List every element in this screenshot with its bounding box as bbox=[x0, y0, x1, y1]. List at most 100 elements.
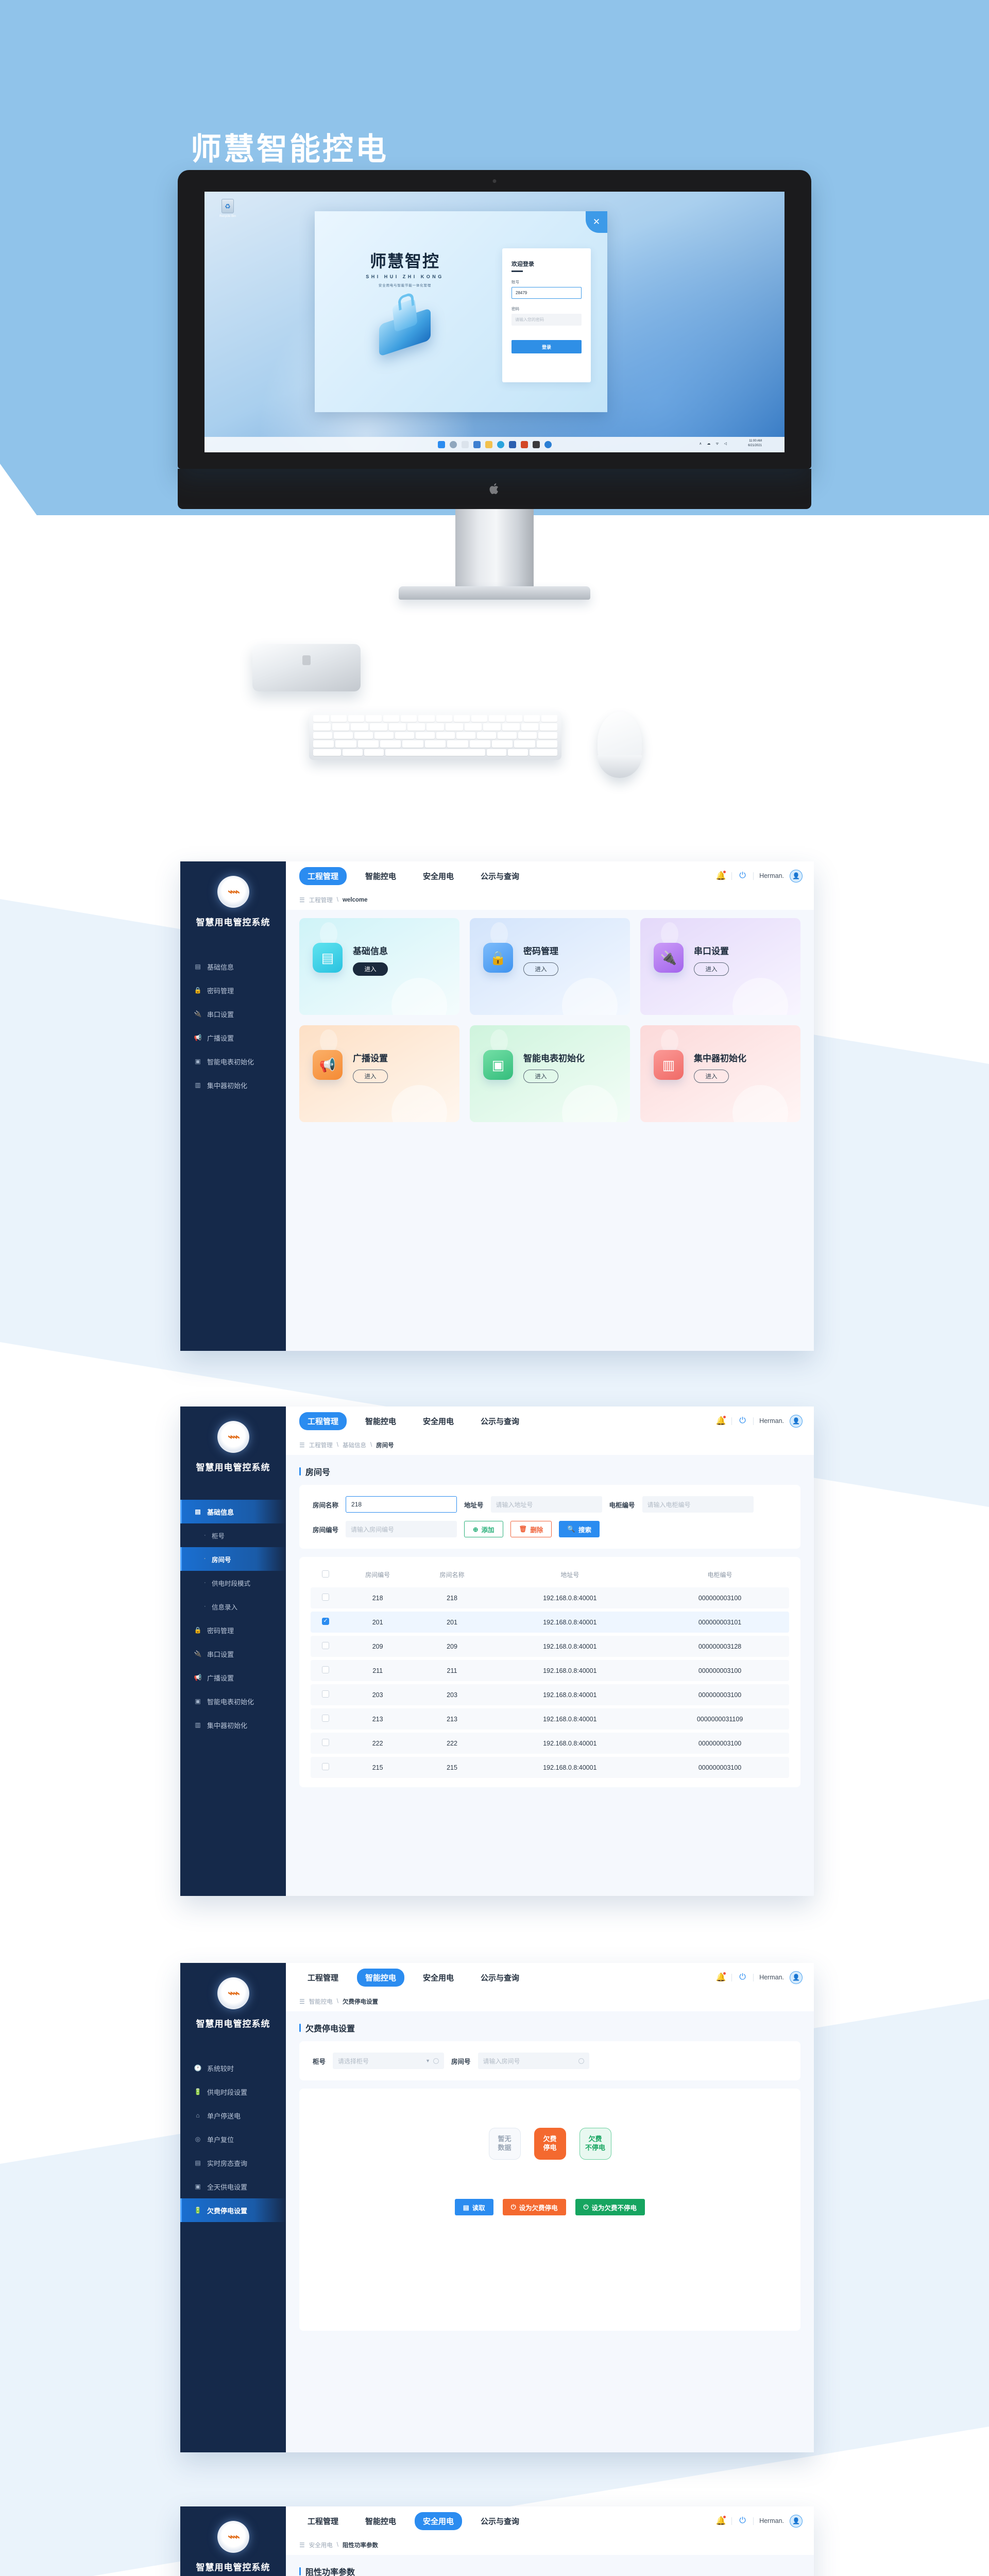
room-name-input[interactable]: 218 bbox=[346, 1496, 457, 1513]
clear-icon[interactable] bbox=[578, 2058, 584, 2064]
bell-icon[interactable]: 🔔 bbox=[716, 1972, 726, 1982]
table-row[interactable]: 215 215 192.168.0.8:40001 000000003100 bbox=[311, 1757, 789, 1778]
bell-icon[interactable]: 🔔 bbox=[716, 870, 726, 881]
sidebar-item-basic-info[interactable]: ▤ 基础信息 bbox=[180, 955, 286, 978]
tab-safe-power[interactable]: 安全用电 bbox=[423, 1417, 454, 1426]
avatar[interactable]: 👤 bbox=[790, 2514, 803, 2528]
card-enter-button[interactable]: 进入 bbox=[353, 962, 388, 976]
breadcrumb-parent[interactable]: 智能控电 bbox=[309, 1999, 333, 2005]
card-meter-init[interactable]: ▣ 智能电表初始化 进入 bbox=[470, 1025, 630, 1122]
sidebar-item-supply-period[interactable]: 🔋 供电时段设置 bbox=[180, 2080, 286, 2104]
row-checkbox[interactable] bbox=[322, 1617, 329, 1625]
tab-publicity-query[interactable]: 公示与查询 bbox=[481, 1417, 520, 1426]
tab-safe-power[interactable]: 安全用电 bbox=[415, 2512, 463, 2530]
password-input[interactable]: 请输入您的密码 bbox=[511, 314, 582, 326]
room-code-input[interactable]: 请输入房间编号 bbox=[346, 1521, 457, 1537]
breadcrumb-parent[interactable]: 安全用电 bbox=[309, 2543, 333, 2549]
sidebar-item-realtime-room-status[interactable]: ▤ 实时房态查询 bbox=[180, 2151, 286, 2175]
bell-icon[interactable]: 🔔 bbox=[716, 1415, 726, 1426]
avatar[interactable]: 👤 bbox=[790, 1971, 803, 1984]
sidebar-item-system-time[interactable]: 🕐 系统较时 bbox=[180, 2056, 286, 2080]
breadcrumb-mid[interactable]: 基础信息 bbox=[342, 1443, 366, 1449]
tab-engineering[interactable]: 工程管理 bbox=[308, 1973, 339, 1982]
sidebar-item-password[interactable]: 🔒 密码管理 bbox=[180, 1618, 286, 1642]
row-checkbox[interactable] bbox=[322, 1739, 329, 1746]
power-icon[interactable]: ⏻ bbox=[739, 2516, 746, 2525]
menu-icon[interactable]: ☰ bbox=[299, 2541, 305, 2549]
account-input[interactable]: 28479 bbox=[511, 287, 582, 299]
tab-smart-control[interactable]: 智能控电 bbox=[365, 1417, 397, 1426]
start-icon[interactable] bbox=[437, 441, 445, 448]
sidebar-item-broadcast[interactable]: 📢 广播设置 bbox=[180, 1666, 286, 1689]
card-broadcast[interactable]: 📢 广播设置 进入 bbox=[299, 1025, 459, 1122]
table-row[interactable]: 213 213 192.168.0.8:40001 0000000031109 bbox=[311, 1708, 789, 1730]
card-serial-port[interactable]: 🔌 串口设置 进入 bbox=[640, 918, 800, 1015]
explorer-icon[interactable] bbox=[485, 441, 492, 448]
table-row[interactable]: 203 203 192.168.0.8:40001 000000003100 bbox=[311, 1684, 789, 1705]
power-icon[interactable]: ⏻ bbox=[739, 871, 746, 880]
tab-publicity-query[interactable]: 公示与查询 bbox=[481, 872, 520, 881]
sidebar-item-arrears-settings[interactable]: 🔋 欠费停电设置 bbox=[180, 2198, 286, 2222]
table-row[interactable]: 211 211 192.168.0.8:40001 000000003100 bbox=[311, 1660, 789, 1681]
address-input[interactable]: 请输入地址号 bbox=[490, 1496, 602, 1513]
sidebar-item-supply-period-mode[interactable]: · 供电时段模式 bbox=[180, 1571, 286, 1595]
select-all-header[interactable] bbox=[311, 1563, 340, 1584]
table-row[interactable]: 209 209 192.168.0.8:40001 000000003128 bbox=[311, 1636, 789, 1657]
table-row[interactable]: 218 218 192.168.0.8:40001 000000003100 bbox=[311, 1587, 789, 1608]
card-concentrator-init[interactable]: ▥ 集中器初始化 进入 bbox=[640, 1025, 800, 1122]
breadcrumb-parent[interactable]: 工程管理 bbox=[309, 897, 333, 904]
power-icon[interactable]: ⏻ bbox=[739, 1416, 746, 1425]
read-button[interactable]: ▤ 读取 bbox=[454, 2199, 493, 2215]
card-enter-button[interactable]: 进入 bbox=[694, 1070, 729, 1083]
sidebar-item-broadcast[interactable]: 📢 广播设置 bbox=[180, 1026, 286, 1049]
table-row[interactable]: 222 222 192.168.0.8:40001 000000003100 bbox=[311, 1733, 789, 1754]
sidebar-item-concentrator-init[interactable]: ▥ 集中器初始化 bbox=[180, 1713, 286, 1737]
row-checkbox[interactable] bbox=[322, 1642, 329, 1649]
tab-publicity-query[interactable]: 公示与查询 bbox=[481, 1973, 520, 1982]
breadcrumb-parent[interactable]: 工程管理 bbox=[309, 1443, 333, 1449]
tab-engineering[interactable]: 工程管理 bbox=[299, 1412, 347, 1430]
sidebar-item-serial-port[interactable]: 🔌 串口设置 bbox=[180, 1002, 286, 1026]
select-all-checkbox[interactable] bbox=[322, 1570, 329, 1578]
row-checkbox[interactable] bbox=[322, 1594, 329, 1601]
tab-safe-power[interactable]: 安全用电 bbox=[423, 872, 454, 881]
tab-safe-power[interactable]: 安全用电 bbox=[423, 1973, 454, 1982]
sidebar-item-room-no[interactable]: · 房间号 bbox=[180, 1547, 286, 1571]
cabinet-code-input[interactable]: 请输入电柜编号 bbox=[642, 1496, 754, 1513]
set-arrears-power-on-button[interactable]: ⏻ 设为欠费不停电 bbox=[575, 2199, 645, 2215]
card-password[interactable]: 🔒 密码管理 进入 bbox=[470, 918, 630, 1015]
clear-icon[interactable] bbox=[433, 2058, 439, 2064]
row-checkbox[interactable] bbox=[322, 1715, 329, 1722]
tab-engineering[interactable]: 工程管理 bbox=[299, 867, 347, 885]
sidebar-item-allday-supply[interactable]: ▣ 全天供电设置 bbox=[180, 2175, 286, 2198]
room-input[interactable]: 请输入房间号 bbox=[478, 2053, 589, 2069]
tab-smart-control[interactable]: 智能控电 bbox=[357, 1968, 405, 1987]
sidebar-item-basic-info[interactable]: ▤ 基础信息 bbox=[180, 1500, 286, 1523]
tab-smart-control[interactable]: 智能控电 bbox=[365, 872, 397, 881]
menu-icon[interactable]: ☰ bbox=[299, 896, 305, 904]
menu-icon[interactable]: ☰ bbox=[299, 1998, 305, 2005]
bell-icon[interactable]: 🔔 bbox=[716, 2515, 726, 2526]
power-icon[interactable]: ⏻ bbox=[739, 1973, 746, 1981]
add-button[interactable]: ⊕ 添加 bbox=[464, 1521, 503, 1537]
avatar[interactable]: 👤 bbox=[790, 1414, 803, 1428]
card-enter-button[interactable]: 进入 bbox=[353, 1070, 388, 1083]
sidebar-item-meter-init[interactable]: ▣ 智能电表初始化 bbox=[180, 1689, 286, 1713]
row-checkbox[interactable] bbox=[322, 1666, 329, 1673]
sidebar-item-cabinet-no[interactable]: · 柜号 bbox=[180, 1523, 286, 1547]
card-enter-button[interactable]: 进入 bbox=[523, 1070, 558, 1083]
card-enter-button[interactable]: 进入 bbox=[694, 962, 729, 976]
sidebar-item-serial-port[interactable]: 🔌 串口设置 bbox=[180, 1642, 286, 1666]
tab-smart-control[interactable]: 智能控电 bbox=[365, 2517, 397, 2526]
sidebar-item-meter-init[interactable]: ▣ 智能电表初始化 bbox=[180, 1049, 286, 1073]
system-tray[interactable]: ∧ ☁ ᯤ ◁ bbox=[699, 442, 729, 446]
edge-icon[interactable] bbox=[497, 441, 504, 448]
delete-button[interactable]: 🗑 删除 bbox=[510, 1521, 552, 1537]
card-basic-info[interactable]: ▤ 基础信息 进入 bbox=[299, 918, 459, 1015]
powerpoint-icon[interactable] bbox=[520, 441, 528, 448]
login-submit-button[interactable]: 登录 bbox=[511, 340, 582, 353]
menu-icon[interactable]: ☰ bbox=[299, 1442, 305, 1449]
cabinet-select[interactable]: 请选择柜号 ▼ bbox=[333, 2053, 445, 2069]
avatar[interactable]: 👤 bbox=[790, 869, 803, 883]
sidebar-item-single-switch[interactable]: ⌂ 单户停送电 bbox=[180, 2104, 286, 2127]
